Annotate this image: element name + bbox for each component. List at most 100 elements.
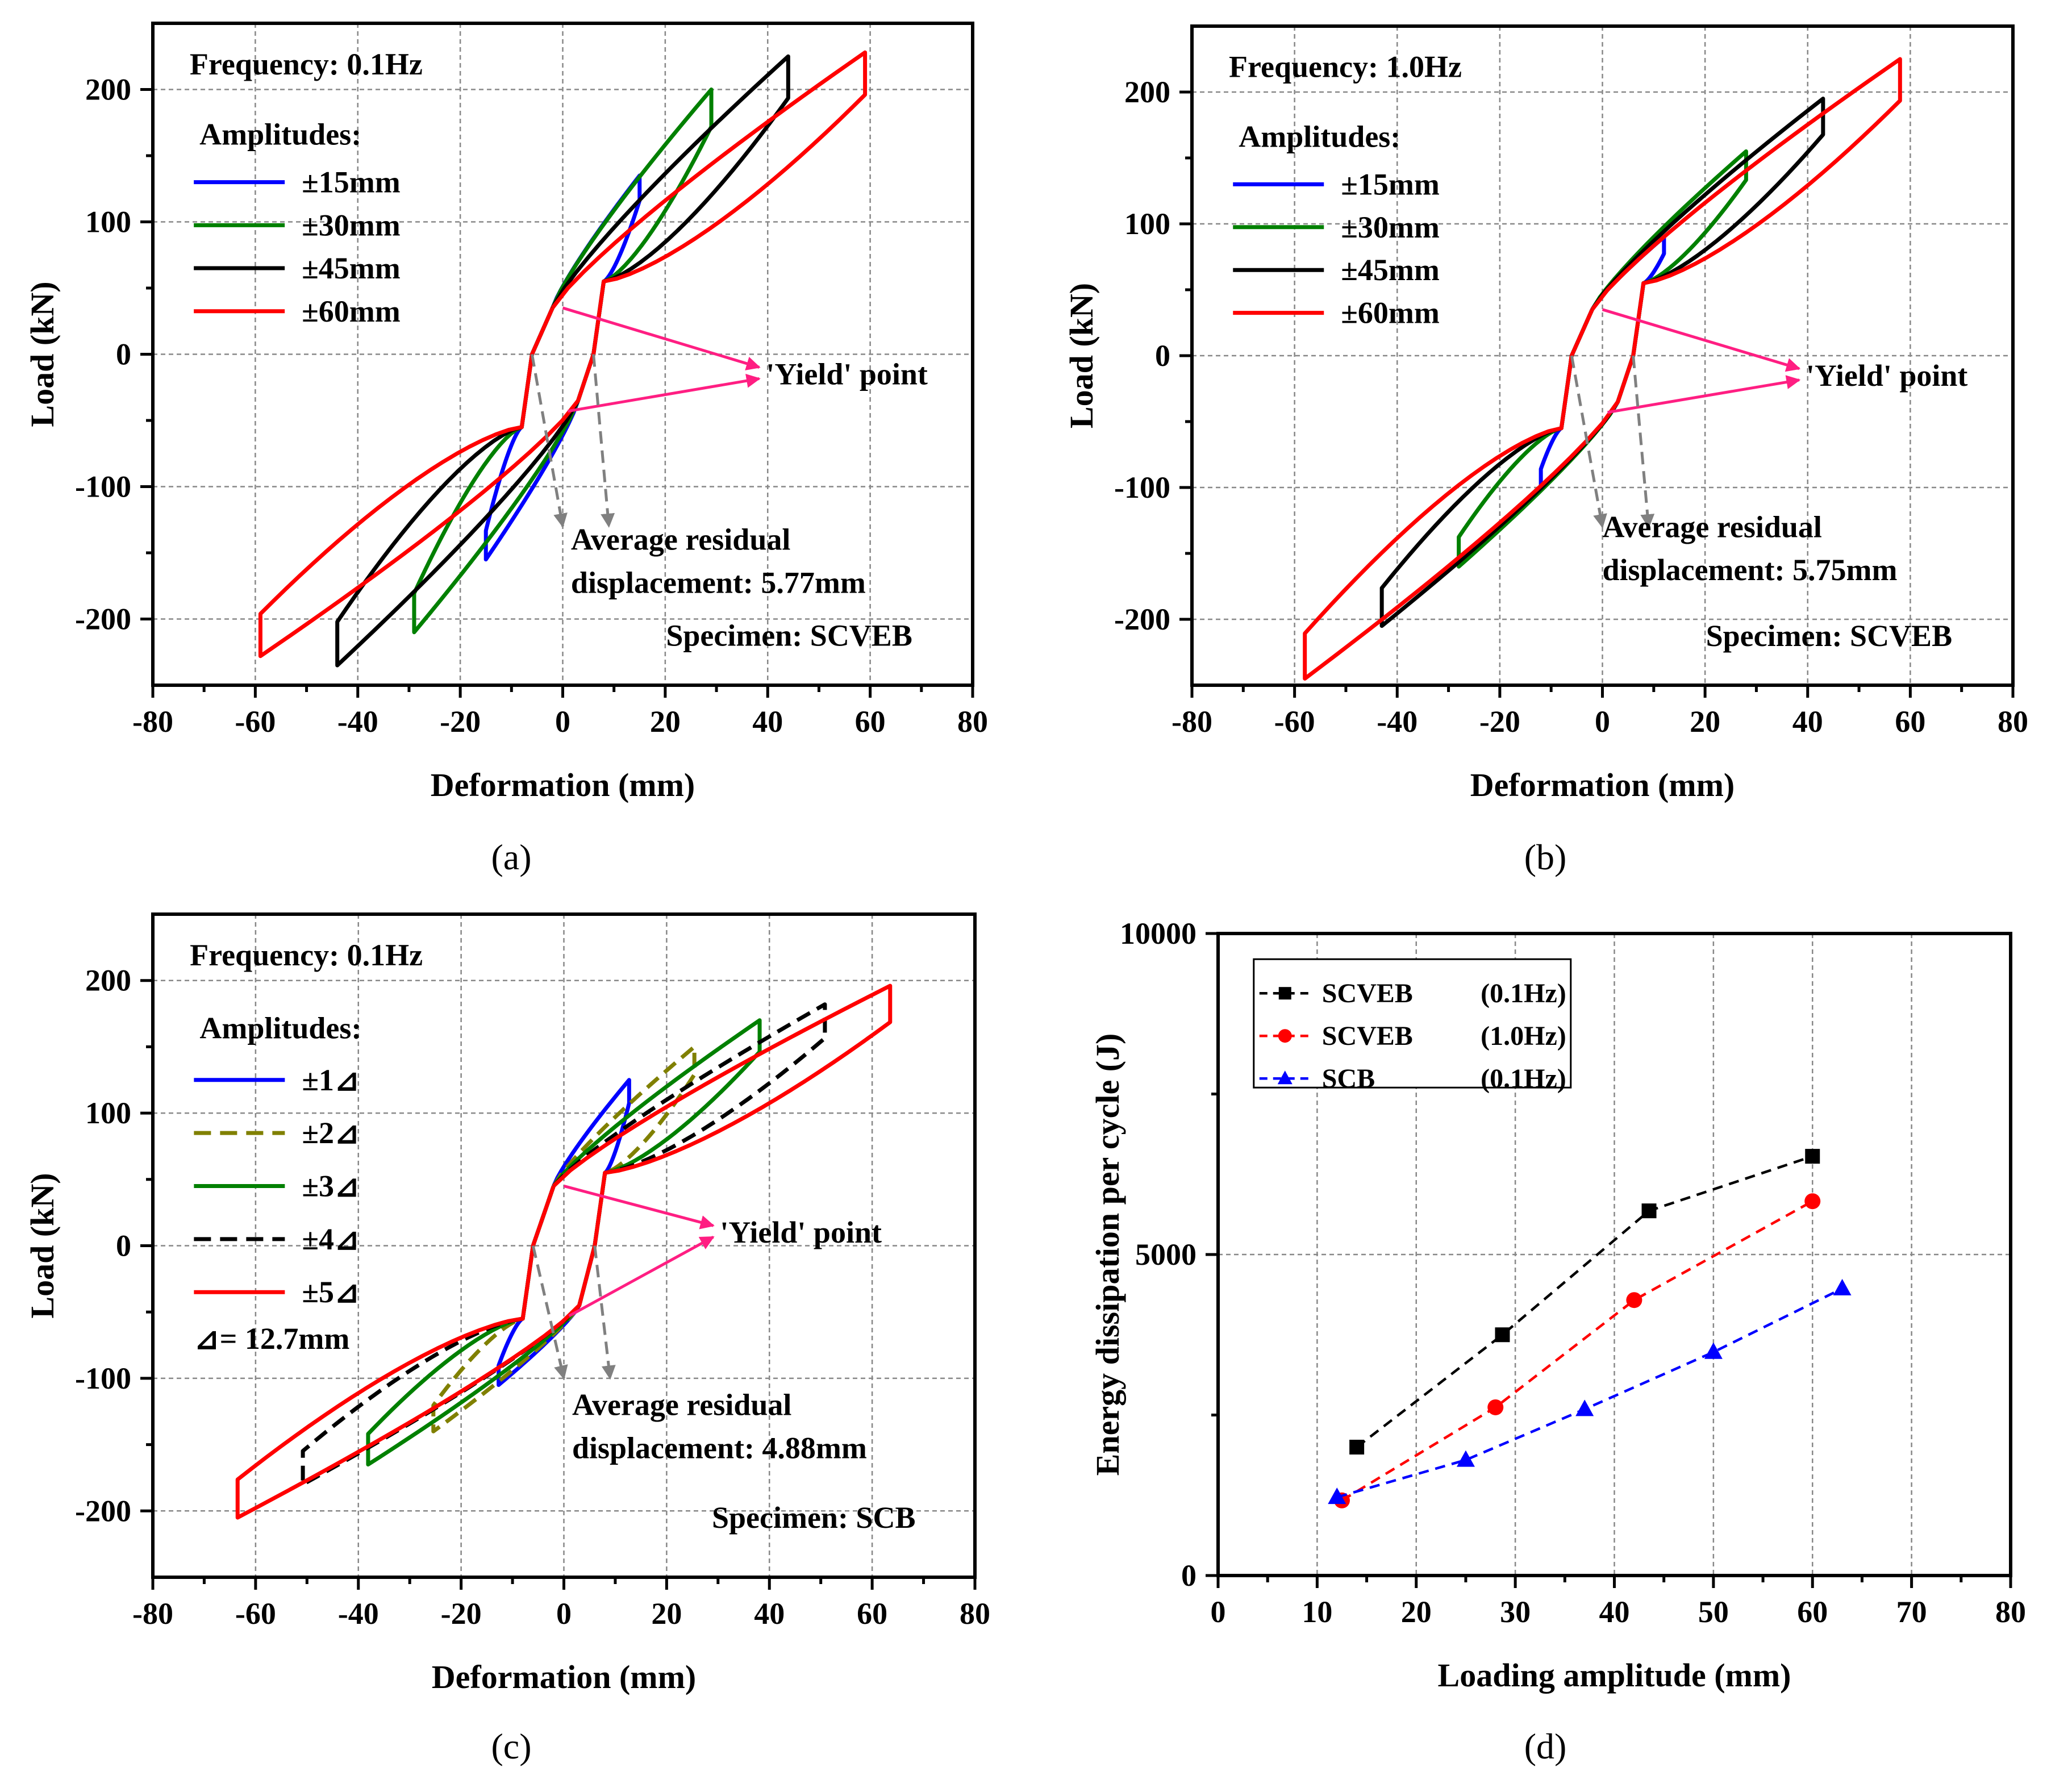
x-tick-label: 60 — [855, 705, 886, 739]
frequency-label: Frequency: 0.1Hz — [190, 938, 423, 972]
panel-caption: (d) — [1524, 1726, 1567, 1766]
plot-frame — [1216, 932, 2012, 1577]
y-tick-label: 10000 — [1120, 916, 1196, 951]
x-tick-label: -80 — [1171, 705, 1212, 739]
hysteresis-loop-4 — [1303, 57, 1902, 681]
frequency-label: Frequency: 1.0Hz — [1229, 50, 1462, 84]
x-tick-label: 70 — [1896, 1595, 1927, 1629]
x-tick-label: 0 — [556, 1597, 572, 1631]
y-tick-label: -200 — [75, 602, 131, 636]
residual-label: Average residual — [1603, 510, 1822, 544]
y-tick-label: 100 — [85, 1096, 131, 1130]
residual-arrow — [592, 354, 615, 528]
hysteresis-loop-5 — [235, 983, 893, 1520]
x-tick-label: 80 — [957, 705, 988, 739]
residual-label: Average residual — [571, 523, 790, 557]
x-tick-label: 60 — [1895, 705, 1925, 739]
data-point-square — [1805, 1149, 1820, 1164]
residual-arrow — [593, 1245, 616, 1380]
x-axis-title: Loading amplitude (mm) — [1438, 1657, 1791, 1694]
hysteresis-loop-2 — [431, 1044, 697, 1433]
y-tick-label: 0 — [1181, 1558, 1196, 1593]
legend-frequency: (0.1Hz) — [1481, 978, 1566, 1008]
panel-b: -80 -60 -40 -20 0 20 40 60 80-200-1000100200Defo… — [1063, 24, 2028, 877]
yield-arrow — [563, 1185, 715, 1230]
x-tick-label: -80 — [132, 1597, 173, 1631]
x-tick-label: -40 — [1377, 705, 1418, 739]
legend-label: ±15mm — [302, 165, 401, 199]
residual-label: displacement: 5.75mm — [1603, 553, 1898, 587]
series-line-3 — [1336, 1287, 1843, 1499]
x-tick-label: 80 — [960, 1597, 990, 1631]
yield-arrow — [1607, 375, 1801, 414]
x-tick-label: 80 — [1998, 705, 2028, 739]
x-tick-label: 40 — [754, 1597, 785, 1631]
y-tick-label: -200 — [1114, 602, 1170, 636]
legend-label: ±45mm — [1341, 253, 1440, 287]
residual-arrow — [1632, 355, 1655, 529]
y-tick-label: -100 — [75, 470, 131, 504]
legend-label: SCVEB — [1322, 978, 1413, 1008]
panel-a: -80 -60 -40 -20 0 20 40 60 80-200-1000100200Defo… — [24, 22, 988, 877]
x-tick-label: 80 — [1995, 1595, 2026, 1629]
legend-title: Amplitudes: — [1239, 120, 1400, 154]
x-tick-label: 0 — [1211, 1595, 1226, 1629]
y-axis-title: Energy dissipation per cycle (J) — [1089, 1033, 1126, 1476]
legend-frequency: (0.1Hz) — [1481, 1064, 1566, 1094]
legend-label: ±4⊿ — [302, 1222, 360, 1256]
specimen-label: Specimen: SCVEB — [1706, 619, 1953, 653]
x-tick-label: 50 — [1698, 1595, 1729, 1629]
legend-label: ±3⊿ — [302, 1169, 360, 1203]
legend-marker-circle — [1278, 1029, 1292, 1043]
legend-label: ±2⊿ — [302, 1116, 360, 1150]
x-tick-label: 0 — [555, 705, 570, 739]
y-axis-title: Load (kN) — [24, 1173, 61, 1318]
x-tick-label: -40 — [338, 1597, 379, 1631]
y-tick-label: 5000 — [1135, 1237, 1196, 1272]
x-tick-label: 20 — [650, 705, 681, 739]
legend-box — [1253, 958, 1572, 1089]
legend-label: ±30mm — [1341, 210, 1440, 244]
yield-point-label: 'Yield' point — [1806, 359, 1968, 393]
legend-label: ±45mm — [302, 251, 401, 285]
data-point-triangle — [1328, 1487, 1346, 1505]
series-line-1 — [1356, 1155, 1813, 1448]
data-point-square — [1641, 1203, 1657, 1219]
yield-point-label: 'Yield' point — [766, 357, 928, 391]
residual-arrow — [1570, 355, 1607, 529]
yield-arrow — [568, 1235, 715, 1318]
panel-d: 0 10 20 30 40 50 60 70 80 0 5000 10000 Loading ampli… — [1089, 916, 2026, 1766]
legend-label: ±60mm — [1341, 296, 1440, 330]
y-tick-label: 0 — [116, 1229, 131, 1263]
panel-c: -80 -60 -40 -20 0 20 40 60 80-200-1000100200Defo… — [24, 912, 990, 1766]
x-tick-label: -20 — [441, 1597, 482, 1631]
x-tick-label: -60 — [235, 705, 276, 739]
y-axis-title: Load (kN) — [1063, 283, 1100, 428]
legend-label: ±30mm — [302, 208, 401, 242]
legend-marker-triangle — [1277, 1070, 1293, 1085]
y-tick-label: -200 — [75, 1494, 131, 1528]
data-point-square — [1349, 1440, 1365, 1455]
legend-title: Amplitudes: — [199, 117, 361, 151]
legend-label: ±1⊿ — [302, 1063, 360, 1097]
x-tick-label: -40 — [337, 705, 378, 739]
legend-label: ±15mm — [1341, 167, 1440, 201]
hysteresis-loop-4 — [258, 50, 868, 659]
data-point-triangle — [1456, 1450, 1475, 1467]
x-axis-title: Deformation (mm) — [432, 1658, 696, 1695]
x-tick-label: 60 — [857, 1597, 887, 1631]
legend-label: ±5⊿ — [302, 1275, 360, 1309]
x-tick-label: 40 — [1599, 1595, 1630, 1629]
plot-frame — [1190, 24, 2015, 687]
residual-arrow — [530, 354, 568, 528]
y-tick-label: 0 — [116, 337, 131, 372]
y-tick-label: 200 — [85, 73, 131, 107]
legend-label: SCVEB — [1322, 1021, 1413, 1051]
legend-title: Amplitudes: — [199, 1011, 361, 1045]
residual-label: displacement: 5.77mm — [571, 565, 866, 599]
data-point-triangle — [1833, 1278, 1852, 1295]
x-tick-label: -80 — [132, 705, 173, 739]
y-tick-label: 100 — [1124, 207, 1170, 241]
y-tick-label: -100 — [75, 1361, 131, 1395]
